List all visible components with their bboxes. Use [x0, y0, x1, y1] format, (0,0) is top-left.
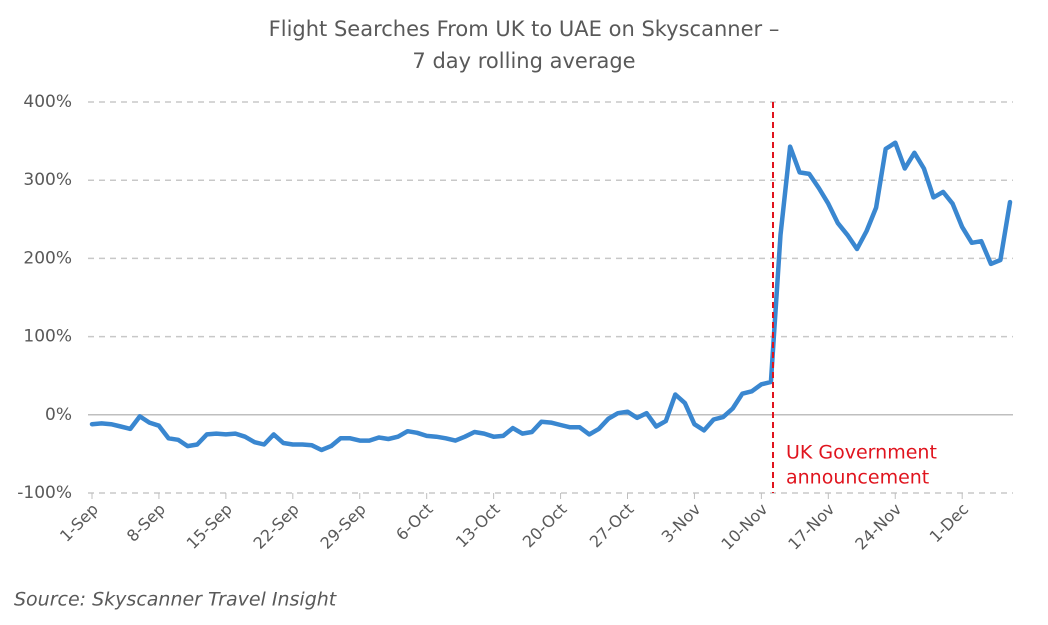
x-tick-label: 8-Sep: [123, 500, 169, 546]
chart-title: Flight Searches From UK to UAE on Skysca…: [269, 17, 780, 41]
x-tick-label: 24-Nov: [851, 500, 905, 554]
x-tick-label: 10-Nov: [717, 500, 771, 554]
annotation: UK Government: [786, 442, 937, 464]
x-tick-label: 13-Oct: [452, 500, 504, 552]
x-tick-label: 1-Dec: [926, 500, 973, 547]
y-tick-label: 100%: [23, 327, 72, 347]
y-tick-label: -100%: [17, 483, 72, 503]
x-tick-label: 3-Nov: [658, 500, 705, 547]
y-tick-label: 400%: [23, 92, 72, 112]
x-tick-label: 6-Oct: [392, 500, 437, 545]
x-tick-label: 22-Sep: [250, 500, 303, 553]
y-tick-label: 0%: [45, 405, 72, 425]
x-tick-label: 17-Nov: [784, 500, 838, 554]
x-tick-label: 29-Sep: [317, 500, 370, 553]
annotation: announcement: [786, 467, 929, 489]
data-line: [89, 140, 1013, 453]
chart-title: 7 day rolling average: [412, 49, 635, 73]
x-tick-label: 27-Oct: [586, 500, 638, 552]
x-tick-label: 20-Oct: [519, 500, 571, 552]
x-tick-label: 1-Sep: [56, 500, 102, 546]
x-tick-label: 15-Sep: [183, 500, 236, 553]
source-note: Source: Skyscanner Travel Insight: [14, 589, 338, 611]
y-tick-label: 300%: [23, 170, 72, 190]
y-tick-label: 200%: [23, 248, 72, 268]
